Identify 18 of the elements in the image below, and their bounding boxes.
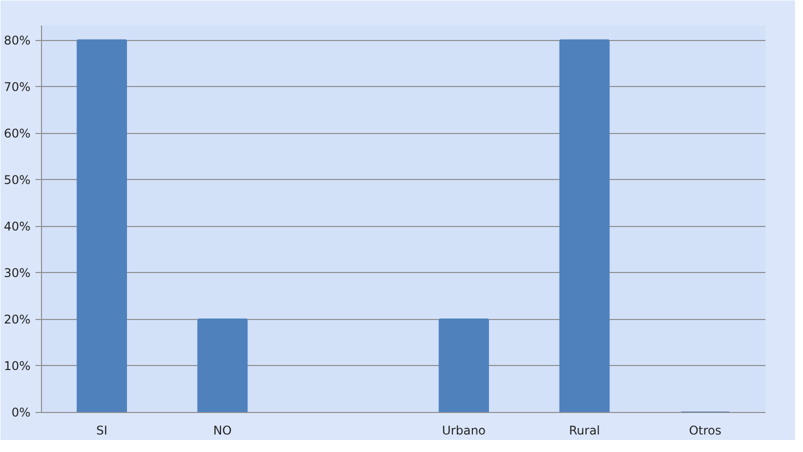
bar [438,318,489,412]
bar [559,39,610,412]
y-tick-label: 70% [4,80,30,94]
x-tick-label: NO [213,424,232,438]
y-tick-label: 30% [4,266,30,280]
y-tick-label: 40% [4,219,30,234]
bar [76,39,127,412]
y-tick-label: 80% [4,33,30,48]
y-tick-label: 10% [4,358,30,373]
x-tick-label: Otros [688,424,722,438]
x-tick-label: SI [96,424,108,438]
bar [197,318,248,412]
y-tick-label: 50% [4,172,30,187]
y-tick-label: 0% [11,406,31,420]
y-tick-label: 60% [4,126,30,140]
x-tick-label: Urbano [442,424,486,438]
x-tick-label: Rural [568,424,600,438]
y-tick-label: 20% [4,312,30,326]
